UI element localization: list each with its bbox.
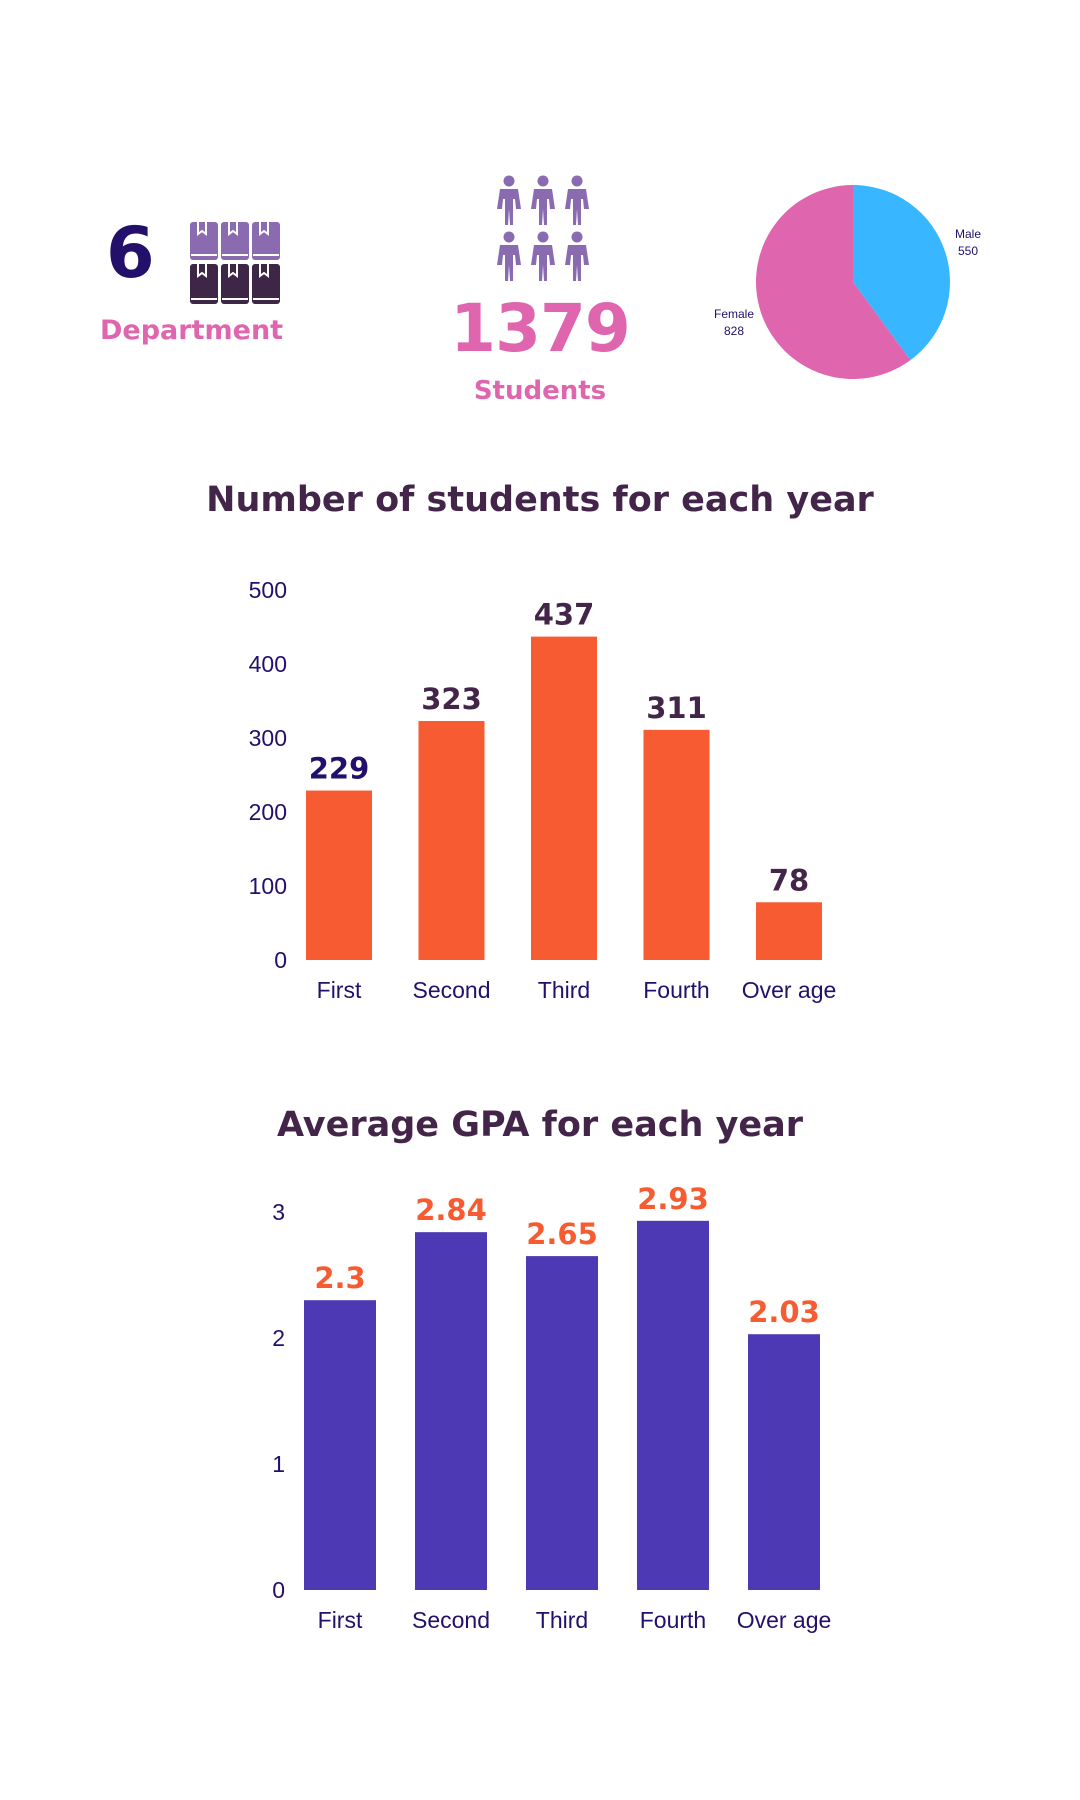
bar-value-label: 2.65 [526,1217,598,1251]
pie-label-female: Female [714,307,754,321]
y-tick-label: 0 [272,1577,285,1603]
bar [637,1220,709,1590]
bar [756,902,822,960]
y-tick-label: 2 [272,1325,285,1351]
bar-value-label: 323 [421,682,482,716]
y-tick-label: 100 [249,873,287,899]
x-tick-label: Third [538,977,590,1003]
bar [418,720,485,960]
bar-value-label: 2.03 [748,1295,820,1329]
y-tick-label: 400 [249,651,287,677]
books-icon [190,222,280,304]
students-bar-chart: 0 100 200 300 400 500 229 First 323 Second 437 Thir… [249,577,837,1003]
x-tick-label: First [318,1607,363,1633]
bar [306,790,372,960]
student-label: Students [473,376,607,406]
y-tick-label: 500 [249,577,287,603]
y-tick-label: 300 [249,725,287,751]
department-count: 6 [106,212,155,294]
bar-value-label: 2.93 [637,1182,709,1216]
pie-label-male: Male [955,227,981,241]
bar-value-label: 437 [534,598,595,632]
pie-value-male: 550 [958,244,978,258]
y-tick-label: 3 [272,1199,285,1225]
x-tick-label: Over age [737,1607,832,1633]
students-chart-title: Number of students for each year [206,480,874,520]
bar-value-label: 2.84 [415,1193,487,1227]
bar [748,1334,820,1590]
people-icon [497,175,589,281]
x-tick-label: Second [412,977,490,1003]
x-tick-label: First [317,977,362,1003]
pie-slice-female [756,185,911,379]
y-tick-label: 0 [274,947,287,973]
bar-value-label: 2.3 [314,1261,365,1295]
x-tick-label: Fourth [643,977,709,1003]
bar-value-label: 311 [646,691,707,725]
x-tick-label: Fourth [640,1607,706,1633]
bar [531,636,597,960]
y-tick-label: 1 [272,1451,285,1477]
x-tick-label: Over age [742,977,837,1003]
bar-value-label: 229 [309,752,370,786]
x-tick-label: Second [412,1607,490,1633]
bar [526,1256,598,1590]
x-tick-label: Third [536,1607,588,1633]
gender-pie-chart: Male 550 Female 828 [714,185,981,379]
bar [415,1232,487,1590]
pie-slice-male [853,185,950,361]
bar-value-label: 78 [769,863,809,897]
pie-value-female: 828 [724,324,744,338]
y-tick-label: 200 [249,799,287,825]
bar [304,1300,376,1590]
department-label: Department [100,315,284,346]
bar [643,729,710,960]
gpa-bar-chart: 0 1 2 3 2.3 First 2.84 Second 2.65 Third 2.93 Fourt… [272,1182,832,1633]
student-count: 1379 [450,290,631,367]
gpa-chart-title: Average GPA for each year [276,1105,804,1145]
